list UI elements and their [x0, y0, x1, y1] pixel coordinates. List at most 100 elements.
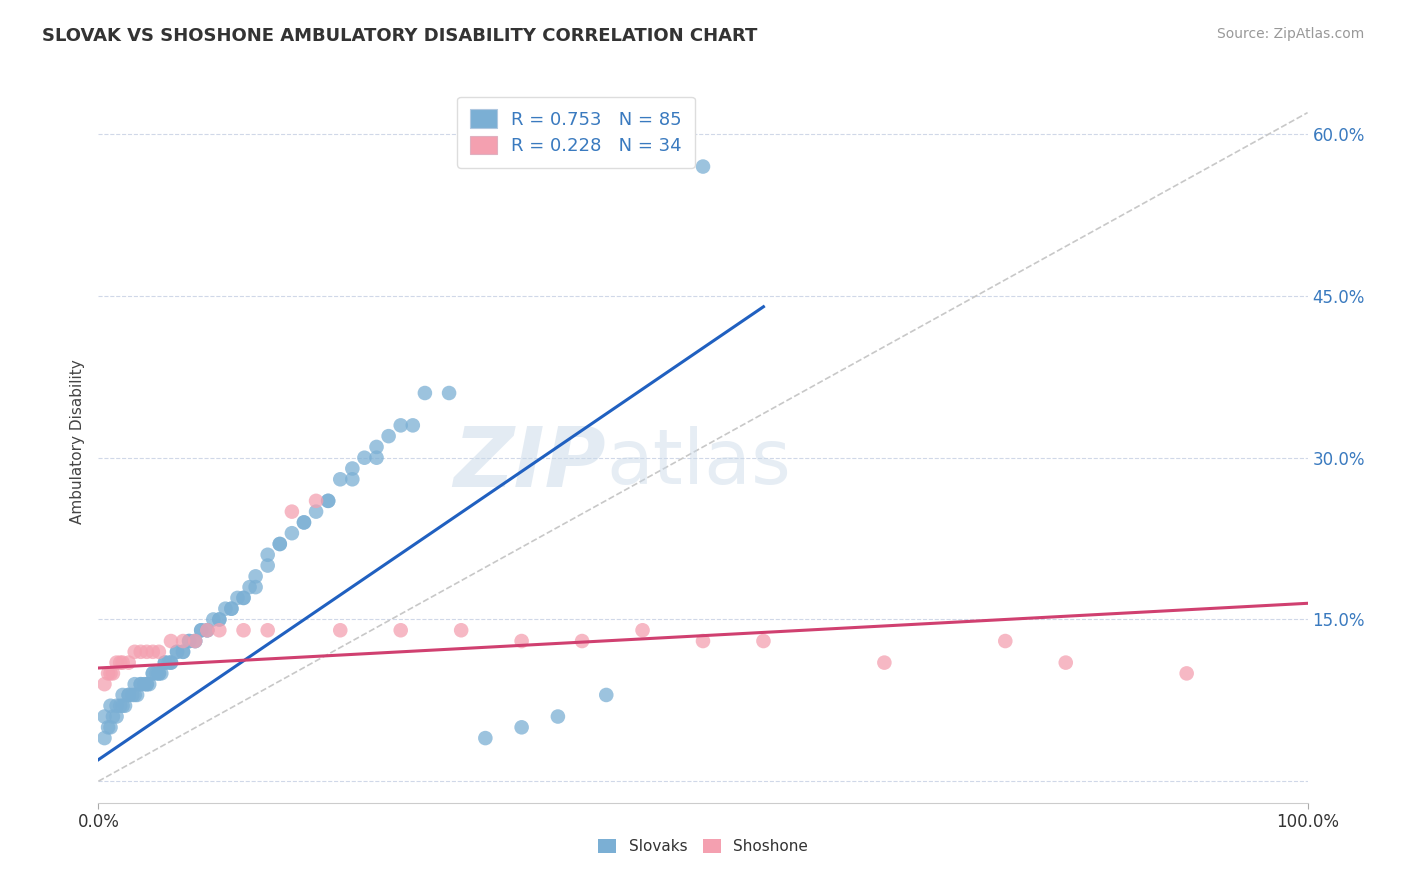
Point: [160, 634, 183, 648]
Point: [510, 634, 533, 648]
Point: [571, 634, 593, 648]
Point: [134, 677, 156, 691]
Point: [124, 688, 146, 702]
Point: [281, 526, 304, 541]
Point: [256, 558, 278, 573]
Point: [118, 656, 141, 670]
Point: [195, 624, 218, 638]
Point: [111, 656, 134, 670]
Point: [148, 666, 170, 681]
Point: [135, 645, 157, 659]
Point: [256, 548, 278, 562]
Legend: Slovaks, Shoshone: Slovaks, Shoshone: [592, 833, 814, 860]
Point: [127, 688, 149, 702]
Point: [221, 601, 243, 615]
Point: [111, 698, 134, 713]
Point: [114, 698, 136, 713]
Point: [142, 645, 165, 659]
Point: [100, 666, 122, 681]
Point: [208, 612, 231, 626]
Point: [692, 634, 714, 648]
Point: [121, 688, 143, 702]
Point: [377, 429, 399, 443]
Point: [129, 645, 152, 659]
Point: [150, 666, 173, 681]
Point: [118, 688, 141, 702]
Point: [226, 591, 249, 605]
Point: [389, 624, 412, 638]
Point: [195, 624, 218, 638]
Point: [172, 634, 194, 648]
Point: [100, 698, 122, 713]
Point: [184, 634, 207, 648]
Point: [184, 634, 207, 648]
Point: [160, 656, 183, 670]
Point: [97, 666, 120, 681]
Point: [389, 418, 412, 433]
Point: [129, 677, 152, 691]
Point: [316, 493, 339, 508]
Point: [105, 709, 128, 723]
Point: [129, 677, 152, 691]
Point: [101, 709, 124, 723]
Point: [142, 666, 165, 681]
Point: [752, 634, 775, 648]
Point: [145, 666, 167, 681]
Point: [166, 645, 188, 659]
Point: [105, 656, 128, 670]
Point: [329, 472, 352, 486]
Point: [221, 601, 243, 615]
Point: [208, 612, 231, 626]
Point: [142, 666, 165, 681]
Point: [329, 624, 352, 638]
Point: [108, 656, 131, 670]
Point: [692, 160, 714, 174]
Point: [135, 677, 157, 691]
Point: [179, 634, 201, 648]
Point: [148, 645, 170, 659]
Point: [292, 516, 315, 530]
Point: [305, 493, 328, 508]
Point: [93, 731, 115, 745]
Point: [342, 472, 364, 486]
Point: [316, 493, 339, 508]
Point: [93, 709, 115, 723]
Point: [994, 634, 1017, 648]
Point: [281, 505, 304, 519]
Point: [342, 461, 364, 475]
Point: [138, 677, 160, 691]
Text: Source: ZipAtlas.com: Source: ZipAtlas.com: [1216, 27, 1364, 41]
Point: [202, 612, 225, 626]
Point: [239, 580, 262, 594]
Point: [160, 656, 183, 670]
Point: [413, 386, 436, 401]
Point: [232, 591, 254, 605]
Point: [153, 656, 176, 670]
Point: [100, 720, 122, 734]
Point: [595, 688, 617, 702]
Point: [153, 656, 176, 670]
Point: [166, 645, 188, 659]
Point: [437, 386, 460, 401]
Point: [208, 624, 231, 638]
Point: [305, 505, 328, 519]
Point: [135, 677, 157, 691]
Point: [214, 601, 236, 615]
Point: [402, 418, 425, 433]
Text: ZIP: ZIP: [454, 423, 606, 504]
Point: [474, 731, 496, 745]
Point: [105, 698, 128, 713]
Point: [450, 624, 472, 638]
Point: [108, 698, 131, 713]
Point: [366, 450, 388, 465]
Point: [256, 624, 278, 638]
Point: [184, 634, 207, 648]
Point: [111, 688, 134, 702]
Point: [101, 666, 124, 681]
Point: [269, 537, 291, 551]
Point: [1054, 656, 1077, 670]
Point: [873, 656, 896, 670]
Point: [157, 656, 180, 670]
Point: [510, 720, 533, 734]
Point: [631, 624, 654, 638]
